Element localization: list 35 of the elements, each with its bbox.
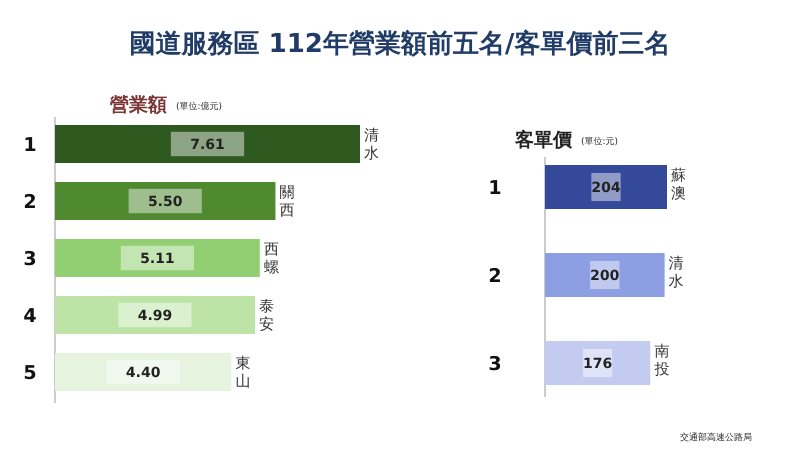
annotation: 西螺 <box>264 240 279 276</box>
chart-subtitle: (單位:億元) <box>176 101 222 112</box>
annotation: 清水 <box>668 254 684 290</box>
chart-title: 營業額 <box>110 94 167 116</box>
y-tick-label: 2 <box>488 265 502 287</box>
y-tick-label: 3 <box>23 248 37 270</box>
bar <box>55 296 255 334</box>
data-label: 204 <box>591 180 621 196</box>
y-tick-label: 1 <box>23 134 37 156</box>
annotation: 東山 <box>235 354 250 390</box>
y-tick-label: 3 <box>488 353 502 375</box>
text: 交通部高速公路局 <box>680 432 752 443</box>
annotation: 蘇澳 <box>671 166 686 202</box>
bar <box>55 125 360 163</box>
chart-subtitle: (單位:元) <box>581 136 618 147</box>
y-tick-label: 2 <box>23 191 37 213</box>
y-tick-label: 1 <box>488 177 502 199</box>
data-label: 176 <box>583 356 612 372</box>
annotation: 清水 <box>364 126 379 162</box>
data-label: 4.40 <box>126 365 161 381</box>
data-label: 7.61 <box>190 137 225 153</box>
y-tick-label: 5 <box>23 362 37 384</box>
annotation: 南投 <box>653 342 670 378</box>
data-label: 200 <box>590 268 620 284</box>
y-tick-label: 4 <box>23 305 37 327</box>
data-label: 5.50 <box>148 194 183 210</box>
annotation: 泰安 <box>258 297 274 333</box>
chart-title: 客單價 <box>514 129 573 151</box>
data-label: 5.11 <box>140 251 175 267</box>
bar <box>55 353 232 391</box>
annotation: 關西 <box>279 183 294 219</box>
data-label: 4.99 <box>138 308 172 324</box>
bar <box>55 182 276 220</box>
text: 國道服務區 112年營業額前五名/客單價前三名 <box>130 29 670 59</box>
bar <box>55 239 260 277</box>
